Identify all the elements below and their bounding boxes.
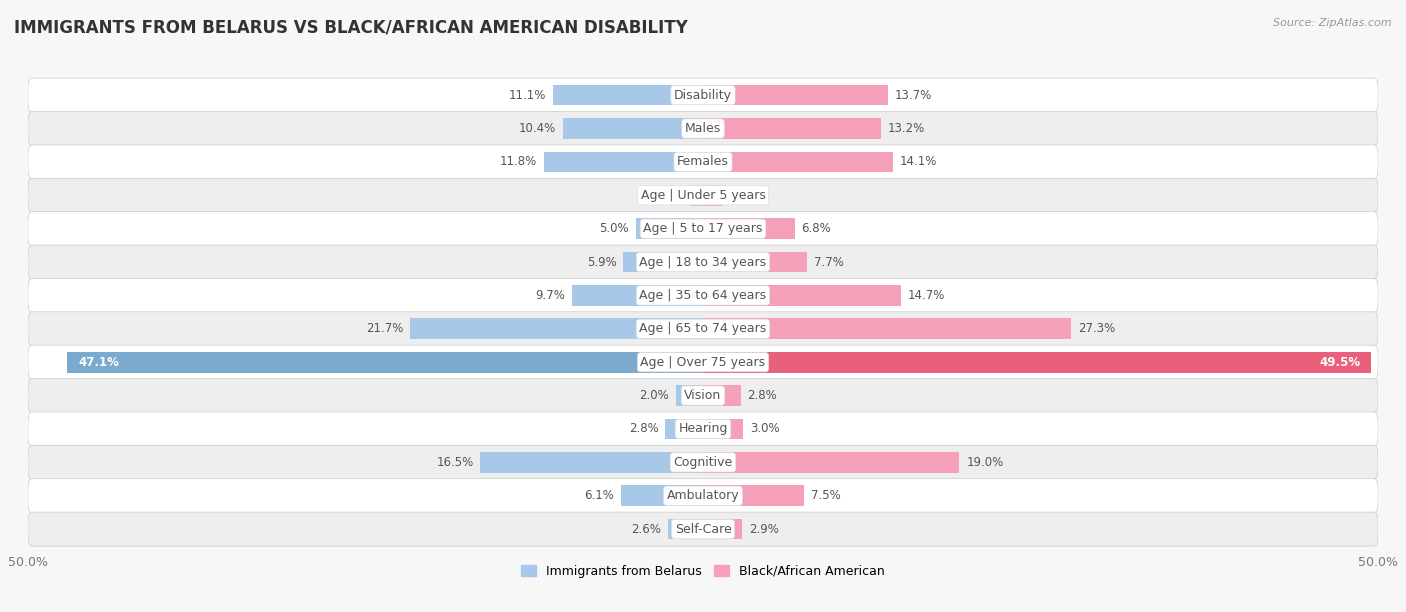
FancyBboxPatch shape	[28, 78, 1378, 112]
Bar	[623, 252, 703, 272]
Text: Ambulatory: Ambulatory	[666, 489, 740, 502]
Text: 11.1%: 11.1%	[509, 89, 547, 102]
Bar	[703, 352, 1371, 373]
Text: 14.1%: 14.1%	[900, 155, 938, 168]
Text: Age | Over 75 years: Age | Over 75 years	[641, 356, 765, 368]
Bar	[636, 218, 703, 239]
Text: 9.7%: 9.7%	[536, 289, 565, 302]
Text: 14.7%: 14.7%	[908, 289, 946, 302]
Bar	[703, 452, 959, 472]
Text: Age | Under 5 years: Age | Under 5 years	[641, 188, 765, 202]
Text: Age | 35 to 64 years: Age | 35 to 64 years	[640, 289, 766, 302]
Text: 13.7%: 13.7%	[894, 89, 932, 102]
Text: Age | 18 to 34 years: Age | 18 to 34 years	[640, 256, 766, 269]
Text: 19.0%: 19.0%	[966, 456, 1004, 469]
Bar	[553, 85, 703, 105]
FancyBboxPatch shape	[28, 479, 1378, 513]
FancyBboxPatch shape	[28, 178, 1378, 212]
Bar	[620, 485, 703, 506]
FancyBboxPatch shape	[28, 379, 1378, 412]
Text: 7.7%: 7.7%	[814, 256, 844, 269]
Bar	[572, 285, 703, 306]
FancyBboxPatch shape	[28, 512, 1378, 546]
Bar	[703, 318, 1071, 339]
Text: Age | 65 to 74 years: Age | 65 to 74 years	[640, 323, 766, 335]
Bar	[703, 252, 807, 272]
Bar	[703, 285, 901, 306]
Text: 21.7%: 21.7%	[366, 323, 404, 335]
FancyBboxPatch shape	[28, 345, 1378, 379]
Text: Disability: Disability	[673, 89, 733, 102]
FancyBboxPatch shape	[28, 245, 1378, 279]
Text: Self-Care: Self-Care	[675, 523, 731, 536]
Text: Age | 5 to 17 years: Age | 5 to 17 years	[644, 222, 762, 235]
FancyBboxPatch shape	[28, 446, 1378, 479]
Text: Cognitive: Cognitive	[673, 456, 733, 469]
Bar	[703, 185, 721, 206]
Text: 7.5%: 7.5%	[811, 489, 841, 502]
Text: 2.9%: 2.9%	[749, 523, 779, 536]
Text: 13.2%: 13.2%	[889, 122, 925, 135]
Text: 1.0%: 1.0%	[652, 188, 683, 202]
FancyBboxPatch shape	[28, 111, 1378, 146]
Text: 2.8%: 2.8%	[748, 389, 778, 402]
Bar	[665, 419, 703, 439]
Bar	[703, 485, 804, 506]
Text: 16.5%: 16.5%	[436, 456, 474, 469]
Text: IMMIGRANTS FROM BELARUS VS BLACK/AFRICAN AMERICAN DISABILITY: IMMIGRANTS FROM BELARUS VS BLACK/AFRICAN…	[14, 18, 688, 36]
Bar	[703, 218, 794, 239]
Bar	[703, 519, 742, 539]
Text: 5.9%: 5.9%	[586, 256, 617, 269]
FancyBboxPatch shape	[28, 412, 1378, 446]
Text: 11.8%: 11.8%	[499, 155, 537, 168]
Text: 10.4%: 10.4%	[519, 122, 555, 135]
Text: 2.8%: 2.8%	[628, 422, 658, 436]
FancyBboxPatch shape	[28, 278, 1378, 313]
Text: 1.4%: 1.4%	[728, 188, 758, 202]
Bar	[562, 118, 703, 139]
Text: 47.1%: 47.1%	[79, 356, 120, 368]
Text: 6.1%: 6.1%	[583, 489, 614, 502]
Bar	[676, 385, 703, 406]
Bar	[703, 385, 741, 406]
Bar	[411, 318, 703, 339]
Bar	[703, 152, 893, 172]
Text: 3.0%: 3.0%	[751, 422, 780, 436]
Text: 6.8%: 6.8%	[801, 222, 831, 235]
Bar	[703, 85, 889, 105]
FancyBboxPatch shape	[28, 212, 1378, 245]
Legend: Immigrants from Belarus, Black/African American: Immigrants from Belarus, Black/African A…	[516, 560, 890, 583]
Text: 49.5%: 49.5%	[1319, 356, 1361, 368]
Text: Males: Males	[685, 122, 721, 135]
Bar	[544, 152, 703, 172]
Text: Source: ZipAtlas.com: Source: ZipAtlas.com	[1274, 18, 1392, 28]
Text: 27.3%: 27.3%	[1078, 323, 1115, 335]
Bar	[481, 452, 703, 472]
FancyBboxPatch shape	[28, 145, 1378, 179]
Text: Vision: Vision	[685, 389, 721, 402]
Text: 2.6%: 2.6%	[631, 523, 661, 536]
Text: 2.0%: 2.0%	[640, 389, 669, 402]
Text: Females: Females	[678, 155, 728, 168]
Bar	[703, 118, 882, 139]
FancyBboxPatch shape	[28, 312, 1378, 346]
Bar	[67, 352, 703, 373]
Text: 5.0%: 5.0%	[599, 222, 628, 235]
Text: Hearing: Hearing	[678, 422, 728, 436]
Bar	[668, 519, 703, 539]
Bar	[703, 419, 744, 439]
Bar	[689, 185, 703, 206]
